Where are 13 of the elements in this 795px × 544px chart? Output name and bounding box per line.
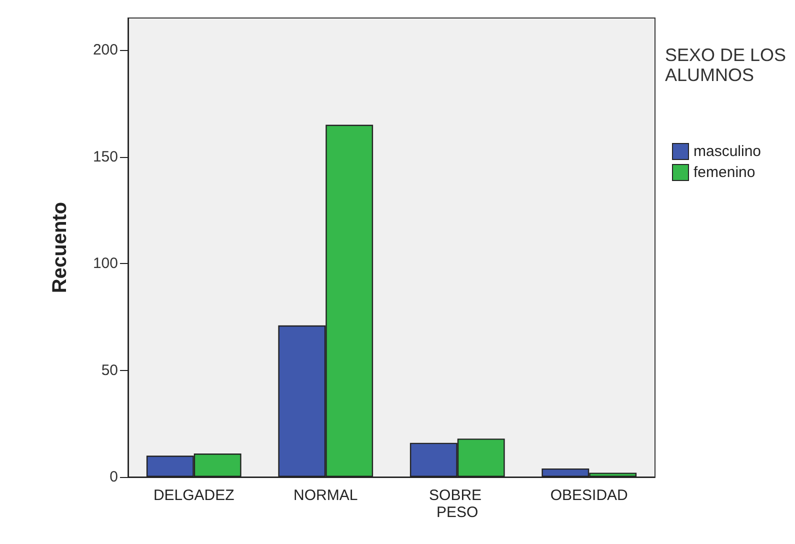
legend-label: masculino	[694, 143, 762, 160]
y-tick-label: 150	[92, 148, 118, 166]
legend-title: SEXO DE LOS ALUMNOS	[665, 45, 792, 85]
x-tick-label: OBESIDAD	[550, 487, 628, 504]
y-tick-label: 200	[92, 42, 118, 59]
legend-label: femenino	[694, 164, 756, 181]
y-tick-label: 50	[101, 362, 118, 379]
y-axis-title: Recuento	[49, 202, 71, 294]
y-tick-label: 100	[92, 255, 118, 272]
x-tick-label: NORMAL	[294, 487, 358, 504]
y-tick-label: 0	[110, 468, 118, 486]
x-tick-label: DELGADEZ	[153, 487, 234, 504]
x-tick-label: SOBRE PESO	[429, 487, 486, 521]
